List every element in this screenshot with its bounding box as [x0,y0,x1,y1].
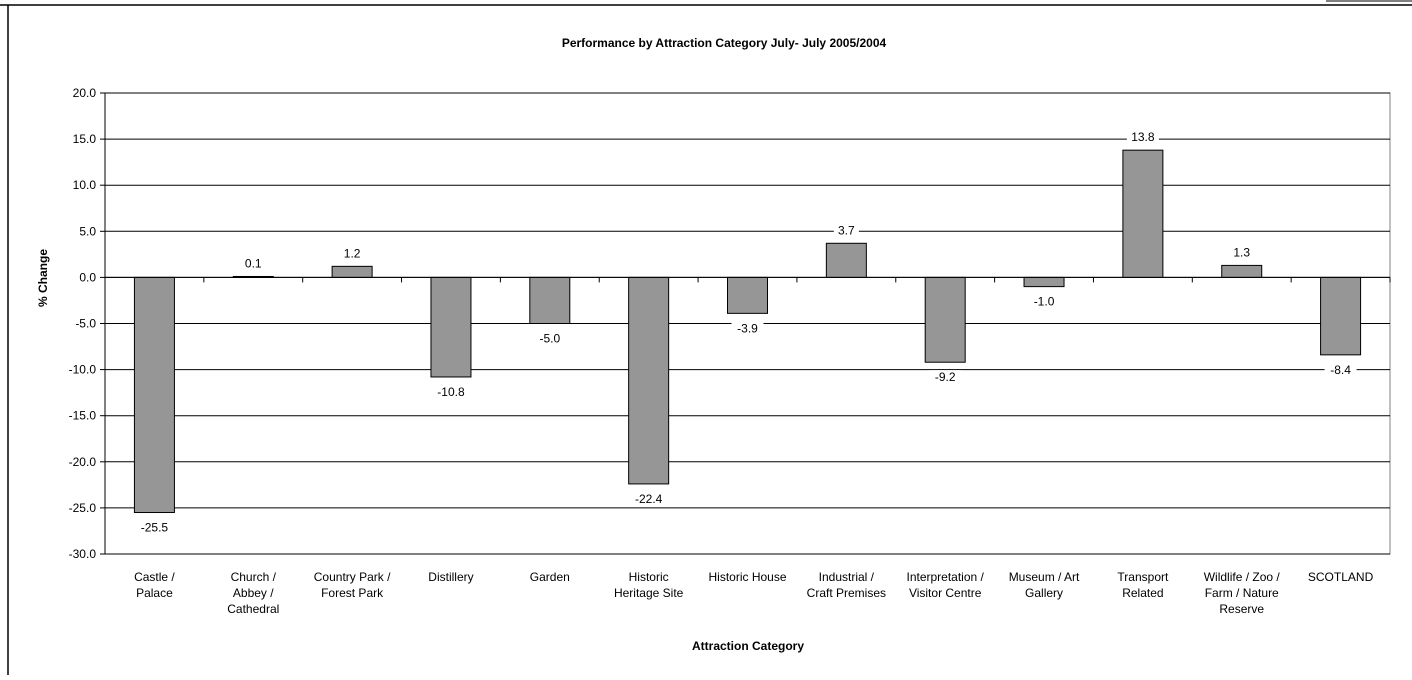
data-label-bg [339,246,365,261]
data-label-bg [731,321,764,336]
data-label-text: -25.5 [141,521,169,535]
x-tick-label: Church / Abbey / Cathedral [227,570,279,616]
data-label-text: 3.7 [838,223,855,237]
y-tick-labels: -30.0 -25.0 -20.0 -15.0 -10.0 -5.0 0.0 5.0 10.0 1… [69,86,97,561]
data-label: 3.7 [833,223,859,238]
data-labels: -25.5 0.1 1.2 -10.8 -5.0 -22.4 -3.9 3.7 -9.2 -1.0… [134,130,1357,535]
y-tick-label: -20.0 [69,455,97,469]
data-label-text: -1.0 [1034,295,1055,309]
x-tick-label: Historic House [708,570,786,584]
y-axis-title: % Change [36,249,50,307]
y-tick-label: 15.0 [73,132,97,146]
data-label-bg [240,256,266,271]
data-label-bg [431,384,471,399]
bar [430,276,472,378]
bar [331,265,373,278]
x-tick-label: Transport Related [1117,570,1169,600]
data-label-text: -10.8 [437,385,465,399]
data-label-text: -3.9 [737,321,758,335]
data-label-text: -8.4 [1330,363,1351,377]
x-tick-label: Historic Heritage Site [614,570,684,600]
x-tick-label: Distillery [428,570,473,584]
y-tick-label: 10.0 [73,178,97,192]
y-tick-label: 0.0 [79,270,96,284]
x-tick-label: Wildlife / Zoo / Farm / Nature Reserve [1204,570,1281,616]
data-label-bg [1126,130,1159,145]
y-tick-label: -25.0 [69,501,97,515]
axes [100,92,1391,555]
bar [924,276,966,363]
data-label-bg [929,370,962,385]
data-label-text: -9.2 [935,370,956,384]
data-label-text: -5.0 [539,332,560,346]
data-label-bg [1028,294,1061,309]
x-tick-label: Garden [530,570,570,584]
data-label-text: 13.8 [1131,130,1155,144]
data-label-bg [629,491,669,506]
x-tick-labels: Castle / Palace Church / Abbey / Cathedral Co… [134,570,1374,616]
data-label: -8.4 [1324,362,1357,377]
y-tick-label: -10.0 [69,363,97,377]
chart-title: Performance by Attraction Category July-… [562,36,887,50]
data-label: 0.1 [240,256,266,271]
data-label-bg [1324,362,1357,377]
y-tick-label: -15.0 [69,409,97,423]
bar [529,276,571,324]
bar [1320,276,1362,356]
data-label: -1.0 [1028,294,1061,309]
data-label: -5.0 [533,331,566,346]
y-tick-label: 5.0 [79,224,96,238]
data-label-bg [533,331,566,346]
data-label-text: 1.3 [1233,245,1250,259]
data-label-text: 0.1 [245,256,262,270]
data-label: 1.2 [339,246,365,261]
bar [628,276,670,485]
bar [1023,276,1065,288]
y-tick-label: -5.0 [75,317,96,331]
bar [1122,149,1164,278]
bar [1221,264,1263,278]
data-label: 13.8 [1126,130,1159,145]
x-tick-label: Museum / Art Gallery [1009,570,1080,600]
data-label-bg [833,223,859,238]
data-label-text: -22.4 [635,492,663,506]
x-tick-label: Castle / Palace [134,570,175,600]
x-tick-label: SCOTLAND [1308,570,1374,584]
data-label: -22.4 [629,491,669,506]
data-label: -9.2 [929,370,962,385]
data-label-bg [1229,245,1255,260]
y-tick-label: 20.0 [73,86,97,100]
x-tick-label: Industrial / Craft Premises [807,570,886,600]
bar [727,276,768,314]
data-label: 1.3 [1229,245,1255,260]
bar [825,242,867,278]
x-tick-label: Interpretation / Visitor Centre [906,570,984,600]
data-label-text: 1.2 [344,246,361,260]
x-tick-label: Country Park / Forest Park [314,570,391,600]
data-label-bg [134,520,174,535]
x-axis-title: Attraction Category [692,639,804,653]
data-label: -25.5 [134,520,174,535]
y-tick-label: -30.0 [69,547,97,561]
data-label: -3.9 [731,321,764,336]
data-label: -10.8 [431,384,471,399]
bar [133,276,175,514]
